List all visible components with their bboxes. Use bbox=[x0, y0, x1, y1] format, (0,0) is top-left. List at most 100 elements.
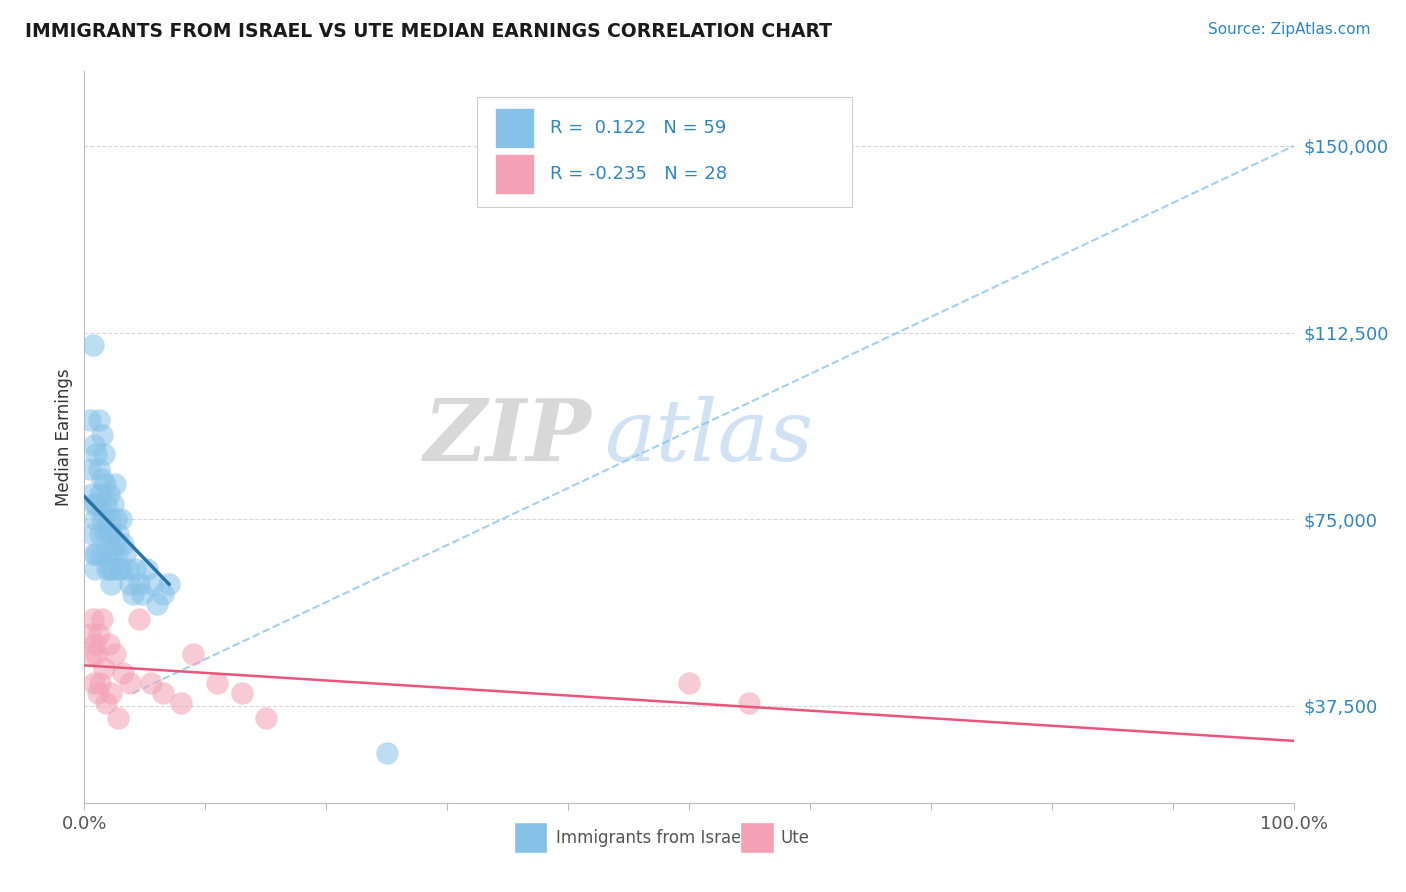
Text: Immigrants from Israel: Immigrants from Israel bbox=[555, 829, 747, 847]
Point bbox=[107, 711, 129, 725]
Point bbox=[80, 647, 103, 661]
Point bbox=[103, 497, 125, 511]
Point bbox=[100, 527, 122, 541]
Point bbox=[124, 562, 146, 576]
Point bbox=[117, 562, 139, 576]
Point bbox=[738, 696, 761, 710]
Point bbox=[98, 562, 121, 576]
FancyBboxPatch shape bbox=[478, 97, 852, 207]
Point bbox=[80, 527, 103, 541]
Point bbox=[91, 427, 114, 442]
Point bbox=[375, 746, 398, 760]
Point bbox=[89, 676, 111, 690]
Point bbox=[104, 647, 127, 661]
Point bbox=[94, 696, 117, 710]
Point bbox=[87, 462, 110, 476]
Point bbox=[93, 448, 115, 462]
Point bbox=[82, 338, 104, 352]
Point bbox=[84, 512, 107, 526]
Point bbox=[79, 412, 101, 426]
Point bbox=[86, 686, 108, 700]
Point bbox=[83, 676, 105, 690]
Point bbox=[104, 477, 127, 491]
Point bbox=[94, 527, 117, 541]
Point bbox=[104, 512, 127, 526]
Point bbox=[103, 562, 125, 576]
FancyBboxPatch shape bbox=[495, 108, 534, 148]
Point bbox=[91, 612, 114, 626]
Point bbox=[90, 547, 112, 561]
Point bbox=[128, 577, 150, 591]
Point bbox=[89, 527, 111, 541]
Point bbox=[87, 626, 110, 640]
Point bbox=[84, 562, 107, 576]
Text: R =  0.122   N = 59: R = 0.122 N = 59 bbox=[550, 119, 727, 136]
Point bbox=[97, 527, 120, 541]
Point bbox=[136, 562, 159, 576]
Point bbox=[84, 636, 107, 650]
Point bbox=[80, 487, 103, 501]
Point bbox=[86, 497, 108, 511]
Point bbox=[128, 612, 150, 626]
Point bbox=[110, 512, 132, 526]
FancyBboxPatch shape bbox=[513, 822, 547, 853]
FancyBboxPatch shape bbox=[740, 822, 773, 853]
Point bbox=[101, 547, 124, 561]
Point bbox=[79, 462, 101, 476]
Point bbox=[89, 487, 111, 501]
Point bbox=[93, 507, 115, 521]
Point bbox=[121, 587, 143, 601]
Text: atlas: atlas bbox=[605, 396, 814, 478]
Point bbox=[120, 577, 142, 591]
Point bbox=[79, 626, 101, 640]
Point bbox=[152, 686, 174, 700]
Text: ZIP: ZIP bbox=[425, 395, 592, 479]
Point bbox=[170, 696, 193, 710]
FancyBboxPatch shape bbox=[495, 154, 534, 194]
Y-axis label: Median Earnings: Median Earnings bbox=[55, 368, 73, 506]
Point bbox=[91, 512, 114, 526]
Point bbox=[97, 636, 120, 650]
Point bbox=[254, 711, 277, 725]
Point bbox=[146, 597, 169, 611]
Point bbox=[104, 537, 127, 551]
Point bbox=[82, 612, 104, 626]
Point bbox=[94, 497, 117, 511]
Point bbox=[87, 412, 110, 426]
Point bbox=[83, 497, 105, 511]
Text: Ute: Ute bbox=[780, 829, 810, 847]
Point bbox=[98, 512, 121, 526]
Point bbox=[181, 647, 204, 661]
Point bbox=[139, 676, 162, 690]
Point bbox=[141, 577, 163, 591]
Point bbox=[97, 487, 120, 501]
Point bbox=[105, 547, 128, 561]
Point bbox=[108, 562, 131, 576]
Point bbox=[100, 686, 122, 700]
Point bbox=[91, 472, 114, 486]
Point bbox=[94, 477, 117, 491]
Point bbox=[231, 686, 253, 700]
Point bbox=[86, 448, 108, 462]
Point bbox=[100, 577, 122, 591]
Point bbox=[110, 562, 132, 576]
Point bbox=[96, 562, 118, 576]
Point bbox=[114, 547, 136, 561]
Point bbox=[93, 661, 115, 675]
Text: R = -0.235   N = 28: R = -0.235 N = 28 bbox=[550, 165, 727, 183]
Point bbox=[120, 676, 142, 690]
Point bbox=[86, 547, 108, 561]
Point bbox=[678, 676, 700, 690]
Point bbox=[86, 647, 108, 661]
Point bbox=[94, 547, 117, 561]
Point bbox=[157, 577, 180, 591]
Point bbox=[83, 437, 105, 451]
Point bbox=[207, 676, 229, 690]
Point bbox=[83, 547, 105, 561]
Point bbox=[112, 666, 135, 681]
Point bbox=[107, 527, 129, 541]
Point bbox=[131, 587, 153, 601]
Point bbox=[152, 587, 174, 601]
Text: Source: ZipAtlas.com: Source: ZipAtlas.com bbox=[1208, 22, 1371, 37]
Text: IMMIGRANTS FROM ISRAEL VS UTE MEDIAN EARNINGS CORRELATION CHART: IMMIGRANTS FROM ISRAEL VS UTE MEDIAN EAR… bbox=[25, 22, 832, 41]
